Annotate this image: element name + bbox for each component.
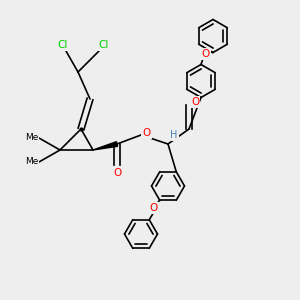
Polygon shape (93, 142, 118, 150)
Text: Cl: Cl (58, 40, 68, 50)
Text: Me: Me (25, 134, 38, 142)
Text: Me: Me (25, 158, 38, 166)
Text: O: O (113, 167, 121, 178)
Text: O: O (191, 97, 199, 107)
Text: H: H (170, 130, 178, 140)
Text: O: O (150, 203, 158, 213)
Text: O: O (142, 128, 151, 138)
Text: O: O (201, 49, 210, 59)
Text: Cl: Cl (98, 40, 109, 50)
